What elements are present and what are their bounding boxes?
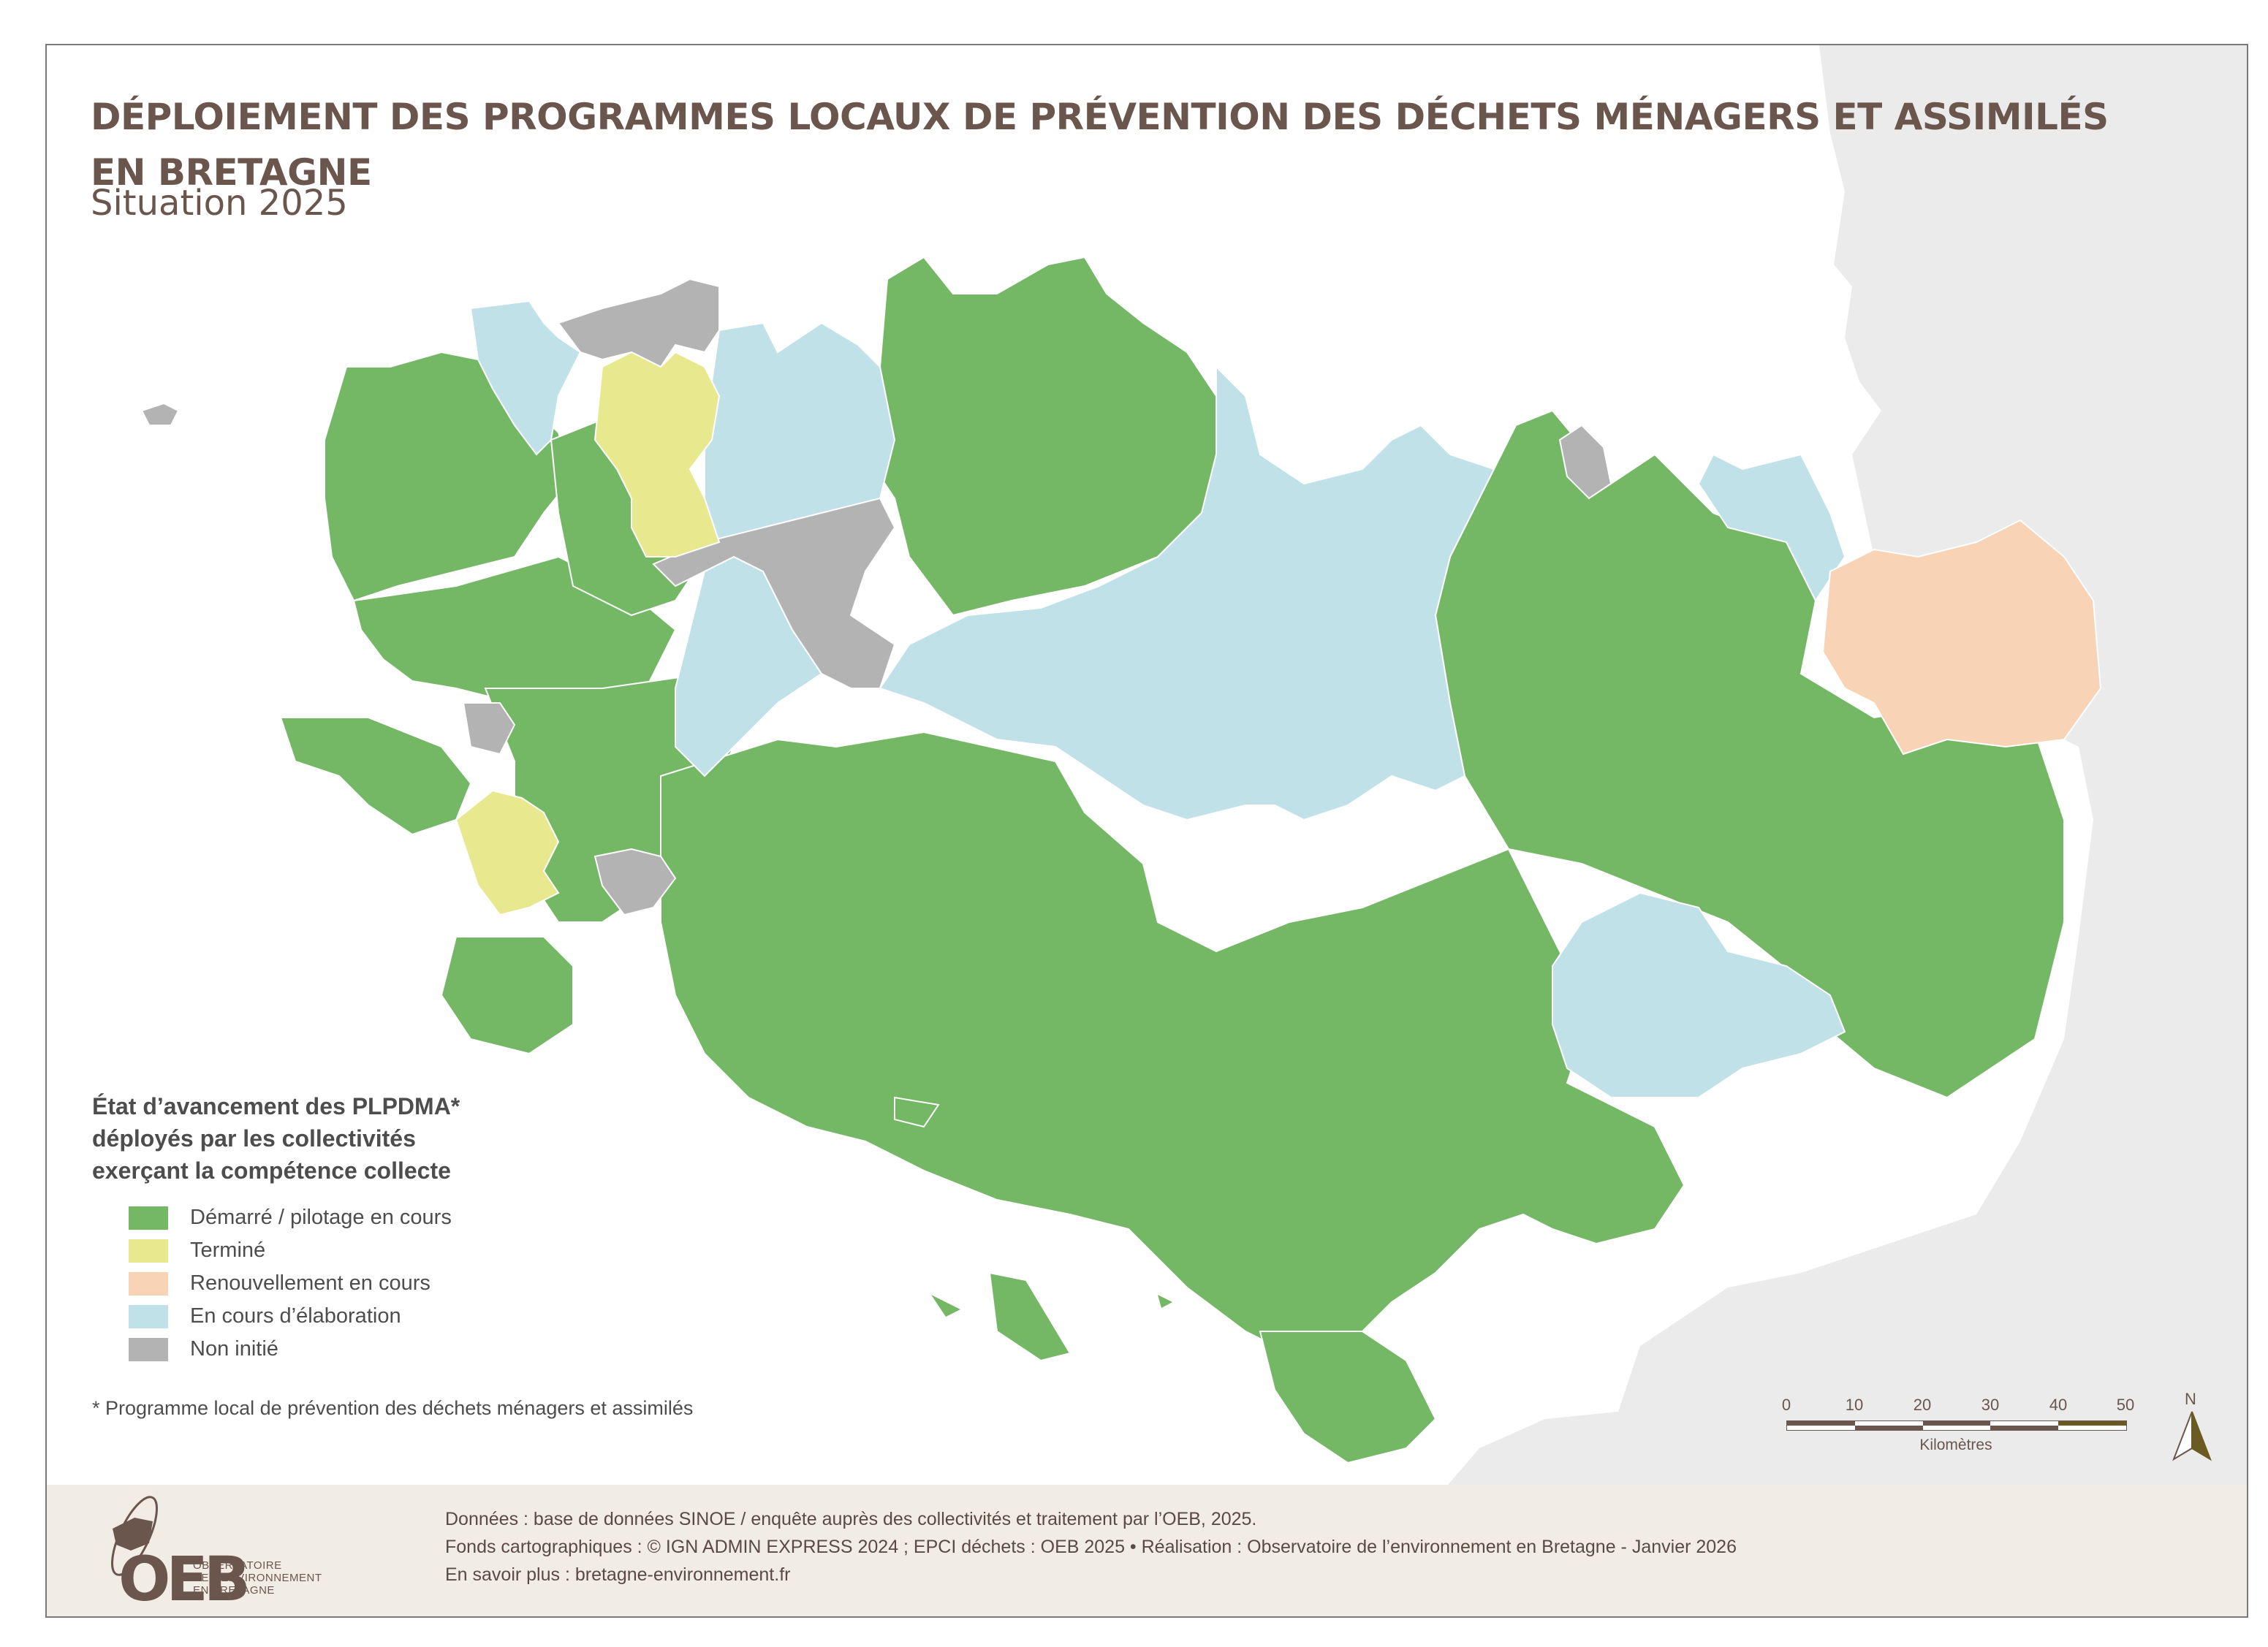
legend-label: Renouvellement en cours bbox=[190, 1271, 431, 1295]
logo-line-1: OBSERVATOIRE bbox=[193, 1559, 282, 1572]
scale-tick: 40 bbox=[2049, 1396, 2068, 1414]
legend-item-renouvellement: Renouvellement en cours bbox=[129, 1267, 618, 1300]
legend-footnote: * Programme local de prévention des déch… bbox=[92, 1397, 694, 1419]
map-frame: DÉPLOIEMENT DES PROGRAMMES LOCAUX DE PRÉ… bbox=[45, 44, 2248, 1618]
scale-segments bbox=[1786, 1420, 2127, 1431]
swatch-light-blue bbox=[129, 1304, 168, 1328]
scale-tick: 0 bbox=[1781, 1396, 1791, 1414]
scale-tick: 50 bbox=[2116, 1396, 2135, 1414]
swatch-green bbox=[129, 1206, 168, 1230]
legend-title: État d’avancement des PLPDMA* déployés p… bbox=[92, 1090, 618, 1187]
title-line-1: DÉPLOIEMENT DES PROGRAMMES LOCAUX DE PRÉ… bbox=[91, 96, 2109, 138]
brittany-logo-icon bbox=[111, 1496, 158, 1576]
legend-title-line-1: État d’avancement des PLPDMA* bbox=[92, 1093, 460, 1119]
status-elaboration bbox=[469, 300, 1846, 1098]
legend-label: En cours d’élaboration bbox=[190, 1304, 401, 1328]
status-renouvellement bbox=[1821, 519, 2102, 756]
legend-item-non-initie: Non initié bbox=[129, 1333, 618, 1366]
title-line-2: EN BRETAGNE bbox=[91, 151, 372, 194]
legend-label: Terminé bbox=[190, 1239, 266, 1262]
status-termine bbox=[455, 351, 721, 916]
swatch-peach bbox=[129, 1271, 168, 1296]
legend-items: Démarré / pilotage en cours Terminé Reno… bbox=[129, 1201, 618, 1366]
footer: OEB OBSERVATOIRE DE L’ENVIRONNEMENT EN B… bbox=[47, 1485, 2247, 1616]
north-label: N bbox=[2185, 1390, 2196, 1408]
islands bbox=[931, 1112, 1172, 1317]
legend-title-line-3: exerçant la compétence collecte bbox=[92, 1157, 451, 1184]
legend-item-termine: Terminé bbox=[129, 1234, 618, 1267]
north-arrow: N bbox=[2170, 1390, 2214, 1463]
legend: État d’avancement des PLPDMA* déployés p… bbox=[92, 1090, 618, 1366]
scale-tick: 20 bbox=[1913, 1396, 1932, 1414]
swatch-yellow bbox=[129, 1239, 168, 1263]
map-canvas bbox=[140, 45, 2247, 1616]
legend-label: Démarré / pilotage en cours bbox=[190, 1206, 452, 1229]
swatch-grey bbox=[129, 1337, 168, 1361]
legend-item-elaboration: En cours d’élaboration bbox=[129, 1300, 618, 1333]
scale-unit: Kilomètres bbox=[1919, 1437, 1992, 1453]
legend-title-line-2: déployés par les collectivités bbox=[92, 1125, 416, 1152]
credits-more-info-link[interactable]: En savoir plus : bretagne-environnement.… bbox=[445, 1564, 791, 1585]
page-subtitle: Situation 2025 bbox=[91, 183, 348, 224]
north-arrow-icon bbox=[2172, 1411, 2212, 1461]
legend-label: Non initié bbox=[190, 1337, 278, 1361]
status-demarre bbox=[279, 256, 2065, 1464]
scale-ticks: 0 10 20 30 40 50 bbox=[1782, 1396, 2134, 1418]
logo-fullname: OBSERVATOIRE DE L’ENVIRONNEMENT EN BRETA… bbox=[193, 1559, 322, 1597]
scale-bar: 0 10 20 30 40 50 Kilomètres bbox=[1782, 1396, 2134, 1454]
scale-tick: 10 bbox=[1845, 1396, 1864, 1414]
logo-line-2: DE L’ENVIRONNEMENT bbox=[193, 1572, 322, 1584]
credits-basemap: Fonds cartographiques : © IGN ADMIN EXPR… bbox=[445, 1537, 1737, 1557]
neighbour-land bbox=[1406, 45, 2247, 1616]
logo-acronym: OEB bbox=[118, 1543, 251, 1615]
oeb-logo: OEB OBSERVATOIRE DE L’ENVIRONNEMENT EN B… bbox=[76, 1492, 390, 1615]
legend-item-demarre: Démarré / pilotage en cours bbox=[129, 1201, 618, 1234]
credits-data-source: Données : base de données SINOE / enquêt… bbox=[445, 1509, 1257, 1529]
page-title: DÉPLOIEMENT DES PROGRAMMES LOCAUX DE PRÉ… bbox=[91, 89, 2109, 200]
scale-tick: 30 bbox=[1981, 1396, 2000, 1414]
credits: Données : base de données SINOE / enquêt… bbox=[445, 1505, 1737, 1589]
status-non-initie bbox=[140, 278, 1612, 916]
logo-line-3: EN BRETAGNE bbox=[193, 1584, 275, 1597]
